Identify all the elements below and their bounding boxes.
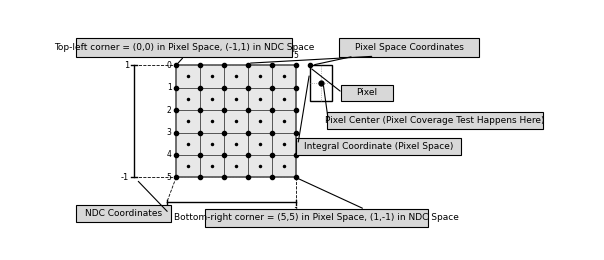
- FancyBboxPatch shape: [77, 205, 170, 222]
- Text: 1: 1: [293, 207, 298, 216]
- Bar: [224, 155, 248, 177]
- FancyBboxPatch shape: [77, 38, 292, 57]
- Text: Pixel Center (Pixel Coverage Test Happens Here): Pixel Center (Pixel Coverage Test Happen…: [325, 116, 545, 125]
- Text: 3: 3: [245, 51, 250, 60]
- Text: 1: 1: [167, 83, 172, 92]
- Bar: [272, 88, 295, 110]
- Text: Pixel: Pixel: [356, 88, 378, 97]
- Text: 2: 2: [222, 51, 226, 60]
- Text: 0: 0: [174, 51, 179, 60]
- Bar: [272, 110, 295, 133]
- Text: -1: -1: [121, 173, 129, 182]
- Text: 1: 1: [198, 51, 202, 60]
- Bar: [200, 133, 224, 155]
- Bar: [272, 133, 295, 155]
- Text: -1: -1: [162, 207, 171, 216]
- FancyBboxPatch shape: [339, 38, 480, 57]
- Bar: [272, 65, 295, 88]
- Bar: [176, 133, 200, 155]
- Text: 0: 0: [167, 61, 172, 70]
- Bar: [248, 88, 272, 110]
- Bar: [248, 110, 272, 133]
- Text: 4: 4: [269, 51, 274, 60]
- Bar: [224, 133, 248, 155]
- Text: 5: 5: [167, 173, 172, 182]
- Bar: [176, 110, 200, 133]
- Bar: [176, 65, 200, 88]
- Text: NDC Coordinates: NDC Coordinates: [85, 209, 162, 218]
- Bar: [224, 65, 248, 88]
- FancyBboxPatch shape: [205, 209, 428, 227]
- Text: 4: 4: [167, 151, 172, 159]
- Text: 1: 1: [124, 61, 129, 70]
- Text: 2: 2: [167, 106, 172, 115]
- Text: 5: 5: [293, 51, 298, 60]
- Bar: [200, 110, 224, 133]
- Bar: [248, 133, 272, 155]
- Bar: [176, 88, 200, 110]
- Text: Pixel Space Coordinates: Pixel Space Coordinates: [355, 43, 463, 52]
- Bar: [224, 110, 248, 133]
- FancyBboxPatch shape: [341, 85, 393, 101]
- Bar: [310, 65, 332, 101]
- Bar: [224, 88, 248, 110]
- Bar: [200, 155, 224, 177]
- Bar: [248, 65, 272, 88]
- FancyBboxPatch shape: [327, 112, 542, 129]
- Text: Top-left corner = (0,0) in Pixel Space, (-1,1) in NDC Space: Top-left corner = (0,0) in Pixel Space, …: [54, 43, 315, 52]
- FancyBboxPatch shape: [297, 138, 461, 155]
- Text: Integral Coordinate (Pixel Space): Integral Coordinate (Pixel Space): [304, 142, 453, 151]
- Bar: [248, 155, 272, 177]
- Bar: [200, 65, 224, 88]
- Text: Bottom-right corner = (5,5) in Pixel Space, (1,-1) in NDC Space: Bottom-right corner = (5,5) in Pixel Spa…: [174, 213, 459, 222]
- Bar: [176, 155, 200, 177]
- Bar: [272, 155, 295, 177]
- Bar: [200, 88, 224, 110]
- Text: 3: 3: [167, 128, 172, 137]
